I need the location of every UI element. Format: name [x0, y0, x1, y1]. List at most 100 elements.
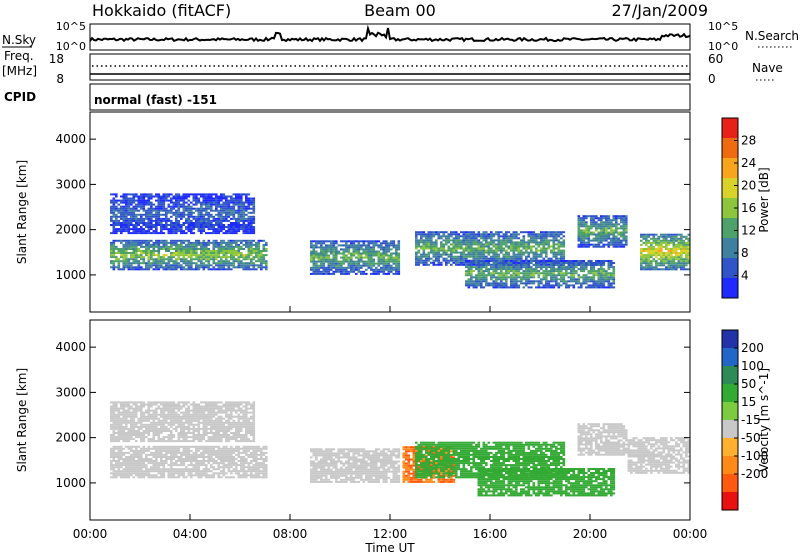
x-tick-label: 04:00 — [173, 527, 208, 541]
nave-label: Nave — [752, 61, 783, 75]
colorbar-swatch — [722, 330, 738, 349]
colorbar-swatch — [722, 492, 738, 511]
velocity-echoes — [110, 401, 691, 497]
velocity-echo-region — [110, 401, 256, 443]
freq-tick-high: 18 — [49, 52, 64, 66]
noise-panel: N.Sky 10^5 10^0 10^5 10^0 N.Search — [2, 20, 799, 53]
power-colorbar-label: Power [dB] — [757, 167, 771, 232]
freq-label-1: Freq. — [4, 49, 34, 63]
colorbar-tick-label: -50 — [741, 431, 761, 445]
noise-line — [89, 24, 691, 43]
colorbar-swatch — [722, 366, 738, 385]
x-axis-ticks: 00:00 04:00 08:00 12:00 16:00 20:00 00:00 — [73, 306, 708, 541]
power-echo-region — [465, 260, 616, 289]
noise-panel-frame — [89, 23, 691, 51]
freq-tick-low: 8 — [56, 72, 64, 86]
cpid-text: normal (fast) -151 — [94, 93, 217, 107]
power-echo-region — [110, 193, 256, 235]
velocity-echo-region — [415, 441, 566, 479]
colorbar-tick-label: -200 — [741, 467, 768, 481]
colorbar-swatch — [722, 474, 738, 493]
y-tick-label: 3000 — [55, 177, 86, 191]
colorbar-swatch — [722, 138, 738, 159]
x-axis-label: Time UT — [364, 541, 415, 554]
velocity-echo-region — [577, 423, 628, 456]
power-colorbar: 4 8 12 16 20 24 28 — [721, 117, 756, 299]
beam-title: Beam 00 — [364, 1, 436, 20]
date-title: 27/Jan/2009 — [611, 1, 708, 20]
y-tick-label: 4000 — [55, 132, 86, 146]
colorbar-swatch — [722, 158, 738, 179]
x-tick-label: 08:00 — [273, 527, 308, 541]
power-echo-region — [310, 240, 401, 275]
y-tick-label: 1000 — [55, 476, 86, 490]
velocity-colorbar: 200 100 50 15 -15 -50 -100 -200 — [721, 329, 768, 511]
y-tick-label: 1000 — [55, 268, 86, 282]
colorbar-swatch — [722, 218, 738, 239]
colorbar-swatch — [722, 384, 738, 403]
colorbar-swatch — [722, 420, 738, 439]
cpid-label: CPID — [4, 90, 36, 104]
power-echoes — [110, 193, 691, 289]
colorbar-tick-label: 24 — [741, 156, 756, 170]
power-echo-region — [415, 231, 566, 266]
colorbar-tick-label: 15 — [741, 395, 756, 409]
nsearch-tick-low: 10^0 — [708, 40, 738, 53]
colorbar-swatch — [722, 178, 738, 199]
colorbar-swatch — [722, 402, 738, 421]
x-tick-label: 12:00 — [373, 527, 408, 541]
freq-panel-frame — [89, 53, 691, 81]
nsearch-tick-high: 10^5 — [708, 20, 738, 33]
freq-panel: Freq. [MHz] 18 8 60 0 Nave — [2, 49, 783, 86]
x-tick-label: 20:00 — [573, 527, 608, 541]
colorbar-tick-label: 16 — [741, 201, 756, 215]
colorbar-tick-label: 20 — [741, 179, 756, 193]
nave-tick-high: 60 — [708, 52, 723, 66]
velocity-y-ticks: 1000 2000 3000 4000 — [55, 340, 690, 490]
colorbar-swatch — [722, 198, 738, 219]
velocity-echo-region — [110, 445, 268, 479]
velocity-colorbar-label: Velocity [m s^-1] — [757, 368, 771, 472]
colorbar-tick-label: 12 — [741, 224, 756, 238]
power-y-ticks: 1000 2000 3000 4000 — [55, 132, 690, 282]
velocity-echo-region — [310, 448, 401, 483]
colorbar-swatch — [722, 238, 738, 259]
colorbar-tick-label: 4 — [741, 269, 749, 283]
colorbar-swatch — [722, 456, 738, 475]
nsky-label: N.Sky — [2, 33, 36, 47]
nsearch-label: N.Search — [745, 29, 799, 43]
nsky-tick-low: 10^0 — [56, 40, 86, 53]
velocity-ylabel: Slant Range [km] — [15, 368, 29, 472]
y-tick-label: 3000 — [55, 385, 86, 399]
colorbar-tick-label: 8 — [741, 246, 749, 260]
colorbar-swatch — [722, 258, 738, 279]
colorbar-swatch — [722, 278, 738, 299]
velocity-panel: 1000 2000 3000 4000 Slant Range [km] 200 100… — [15, 319, 771, 521]
freq-label-2: [MHz] — [2, 64, 37, 78]
radar-title: Hokkaido (fitACF) — [92, 1, 231, 20]
x-tick-label: 16:00 — [473, 527, 508, 541]
nsky-tick-high: 10^5 — [56, 20, 86, 33]
colorbar-tick-label: -100 — [741, 449, 768, 463]
colorbar-tick-label: 50 — [741, 377, 756, 391]
power-ylabel: Slant Range [km] — [15, 160, 29, 264]
y-tick-label: 2000 — [55, 223, 86, 237]
colorbar-tick-label: 28 — [741, 134, 756, 148]
x-tick-label: 00:00 — [73, 527, 108, 541]
colorbar-tick-label: -15 — [741, 413, 761, 427]
y-tick-label: 4000 — [55, 340, 86, 354]
x-tick-label: 00:00 — [673, 527, 708, 541]
nave-tick-low: 0 — [708, 72, 716, 86]
cpid-panel-frame — [89, 83, 691, 111]
colorbar-swatch — [722, 438, 738, 457]
power-echo-region — [110, 239, 268, 271]
colorbar-tick-label: 200 — [741, 341, 764, 355]
power-echo-region — [577, 215, 628, 248]
y-tick-label: 2000 — [55, 431, 86, 445]
colorbar-swatch — [722, 348, 738, 367]
colorbar-tick-label: 100 — [741, 359, 764, 373]
velocity-echo-region — [477, 468, 616, 497]
power-panel: 1000 2000 3000 4000 Slant Range [km] 4 8 12 16… — [15, 111, 771, 313]
power-echo-region — [640, 233, 691, 271]
